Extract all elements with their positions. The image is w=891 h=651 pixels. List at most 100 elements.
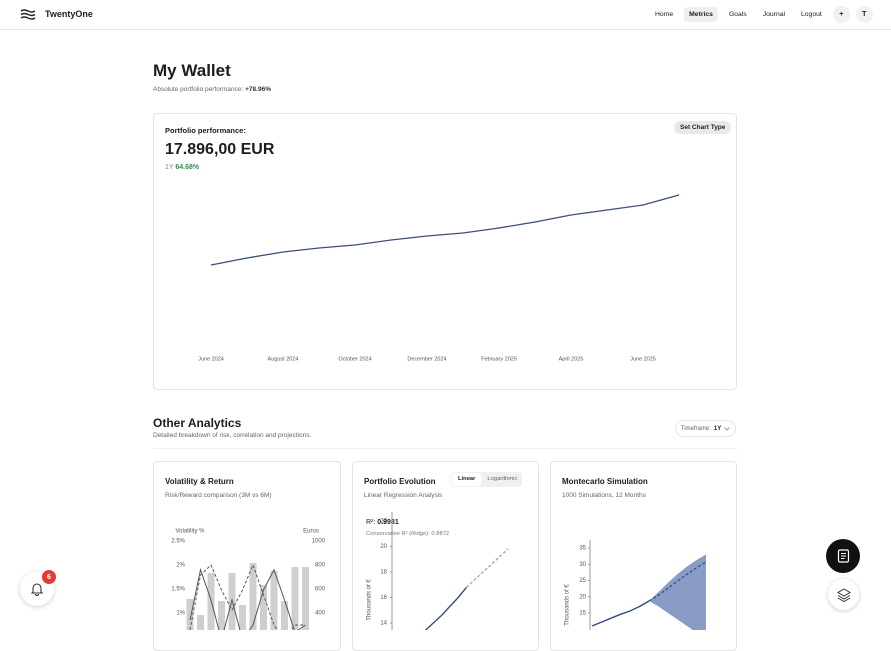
charts: June 2024 August 2024 October 2024 December… bbox=[171, 194, 707, 630]
y-tick-label: 1% bbox=[176, 611, 185, 617]
timeframe-value: 1Y bbox=[713, 425, 722, 432]
bar bbox=[218, 601, 225, 630]
book-icon bbox=[837, 549, 849, 563]
performance: +78.96% bbox=[245, 86, 271, 93]
layers-button[interactable] bbox=[828, 579, 859, 610]
page-title: My Wallet bbox=[153, 61, 231, 80]
line bbox=[466, 548, 509, 588]
bar bbox=[186, 598, 194, 630]
y-tick-label: 20 bbox=[579, 594, 586, 600]
r2-value: 0.9981 bbox=[377, 519, 399, 526]
scale-option[interactable]: Logarithmic bbox=[487, 476, 518, 482]
timeframe-label: Timeframe: bbox=[680, 425, 711, 432]
period: 1Y bbox=[165, 164, 174, 171]
confidence-band bbox=[649, 554, 706, 630]
y-tick-label: 2% bbox=[176, 563, 185, 569]
bar bbox=[249, 562, 257, 630]
y-tick-label: 30 bbox=[579, 562, 586, 568]
scale-option[interactable]: Linear bbox=[452, 473, 482, 486]
x-tick-label: April 2025 bbox=[559, 356, 584, 362]
y-tick-label: 18 bbox=[380, 570, 387, 576]
ridge-label: Conservative R² (Ridge): bbox=[366, 531, 430, 537]
y-tick-label: 2.5% bbox=[171, 539, 185, 545]
nav-link[interactable]: Home bbox=[655, 11, 674, 18]
divider bbox=[153, 448, 737, 449]
logo bbox=[20, 9, 36, 20]
y-tick-label: 400 bbox=[315, 611, 326, 617]
period-change: 1Y 64.68% bbox=[165, 164, 199, 171]
section-subtitle: Detailed breakdown of risk, correlation … bbox=[153, 432, 312, 439]
x-tick-label: October 2024 bbox=[338, 356, 371, 362]
card-label: Portfolio performance: bbox=[165, 126, 246, 135]
nav-link[interactable]: Logout bbox=[801, 11, 822, 18]
chart-type-button[interactable]: Set Chart Type bbox=[674, 121, 732, 134]
page-subtitle: Absolute portfolio performance: +78.96% bbox=[153, 86, 271, 93]
y-tick-label: 25 bbox=[579, 578, 586, 584]
card-subtitle: 1000 Simulations, 12 Months bbox=[562, 492, 646, 499]
notification-badge: 6 bbox=[42, 570, 56, 584]
bar bbox=[260, 585, 267, 630]
card-subtitle: Linear Regression Analysis bbox=[364, 492, 443, 499]
y-tick-label: 22 bbox=[380, 519, 387, 525]
portfolio-value: 17.896,00 EUR bbox=[165, 141, 275, 158]
y-axis-label: Thousands of € bbox=[367, 579, 373, 621]
r2: R²: 0.9981 bbox=[366, 519, 399, 526]
y-axis-label: Volatility % bbox=[175, 529, 205, 535]
avatar[interactable]: T bbox=[855, 6, 873, 23]
bar bbox=[302, 567, 309, 630]
y2-axis-label: Euros bbox=[303, 529, 319, 535]
x-tick-label: June 2024 bbox=[198, 356, 224, 362]
y-tick-label: 14 bbox=[380, 621, 387, 627]
bar bbox=[270, 571, 278, 630]
analytics-card bbox=[352, 461, 539, 651]
brand[interactable]: TwentyOne bbox=[45, 9, 93, 19]
card-title: Montecarlo Simulation bbox=[562, 477, 648, 486]
r2-label: R²: bbox=[366, 519, 376, 526]
layers-icon bbox=[836, 587, 851, 602]
median-line bbox=[648, 561, 707, 602]
history-line bbox=[591, 600, 650, 627]
x-tick-label: February 2025 bbox=[481, 356, 517, 362]
journal-button[interactable] bbox=[826, 539, 860, 573]
bell-icon bbox=[30, 583, 44, 596]
y-axis-label: Thousands of € bbox=[565, 584, 571, 626]
line bbox=[189, 563, 306, 630]
card-title: Volatility & Return bbox=[165, 477, 234, 486]
bar bbox=[291, 567, 299, 630]
chevron bbox=[724, 426, 731, 431]
section-title: Other Analytics bbox=[153, 416, 242, 430]
line bbox=[189, 567, 306, 630]
line bbox=[424, 586, 468, 630]
bar bbox=[197, 615, 204, 630]
analytics-card bbox=[153, 461, 341, 651]
x-tick-label: December 2024 bbox=[407, 356, 446, 362]
y-tick-label: 1000 bbox=[312, 539, 326, 545]
y-tick-label: 800 bbox=[315, 563, 326, 569]
bar bbox=[239, 604, 246, 630]
y-tick-label: 35 bbox=[579, 546, 586, 552]
bar bbox=[281, 601, 288, 630]
ridge-value: 0.8872 bbox=[431, 531, 450, 537]
change: 64.68% bbox=[175, 164, 200, 171]
card-subtitle: Risk/Reward comparison (3M vs 6M) bbox=[165, 492, 272, 499]
x-tick-label: June 2025 bbox=[630, 356, 656, 362]
subtitle-text: Absolute portfolio performance: bbox=[153, 86, 244, 93]
card-title: Portfolio Evolution bbox=[364, 477, 436, 486]
nav-link[interactable]: Metrics bbox=[684, 7, 718, 22]
performance-card bbox=[153, 113, 737, 390]
x-tick-label: August 2024 bbox=[268, 356, 299, 362]
y-tick-label: 20 bbox=[380, 544, 387, 550]
y-tick-label: 1.5% bbox=[171, 587, 185, 593]
nav-link[interactable]: Journal bbox=[762, 11, 786, 18]
add-button[interactable]: + bbox=[832, 6, 850, 23]
y-tick-label: 16 bbox=[380, 595, 387, 601]
timeframe-select[interactable]: Timeframe: 1Y bbox=[675, 420, 736, 437]
y-tick-label: 600 bbox=[315, 587, 326, 593]
y-tick-label: 15 bbox=[579, 611, 586, 617]
nav: Home Metrics Goals Journal Logout + T bbox=[650, 6, 873, 23]
scale-toggle: Linear Logarithmic bbox=[451, 472, 523, 487]
ridge: Conservative R² (Ridge): 0.8872 bbox=[366, 531, 449, 537]
nav-link[interactable]: Goals bbox=[728, 11, 747, 18]
header: TwentyOne Home Metrics Goals Journal Log… bbox=[0, 0, 891, 30]
